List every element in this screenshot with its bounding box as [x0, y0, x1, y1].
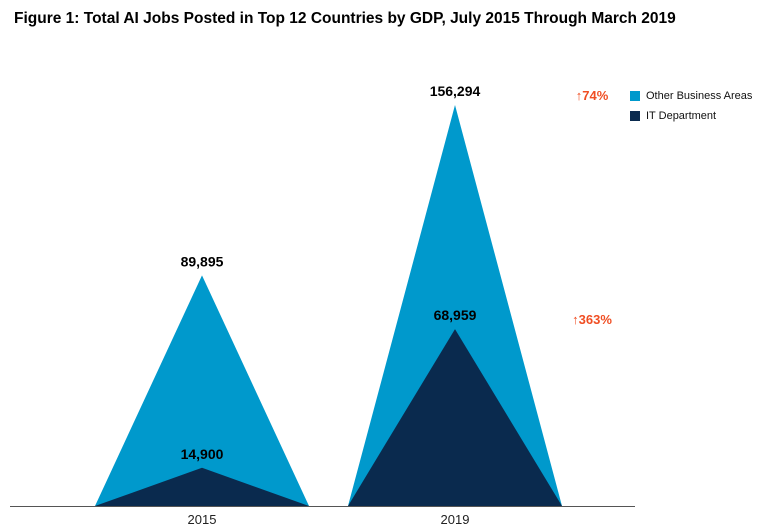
legend-label-other: Other Business Areas [646, 90, 753, 102]
triangle-other-2015 [95, 275, 309, 506]
growth-label-it: ↑363% [572, 312, 612, 327]
legend: Other Business Areas IT Department [630, 86, 752, 126]
triangle-it-2019 [348, 329, 562, 506]
triangle-other-2019 [348, 105, 562, 506]
legend-item-it: IT Department [630, 106, 752, 126]
legend-swatch-other [630, 91, 640, 101]
chart-title: Figure 1: Total AI Jobs Posted in Top 12… [14, 10, 676, 27]
data-label-other-2015: 89,895 [181, 253, 224, 269]
legend-item-other: Other Business Areas [630, 86, 752, 106]
x-tick-label-2015: 2015 [188, 512, 217, 526]
legend-swatch-it [630, 111, 640, 121]
triangle-it-2015 [95, 467, 309, 506]
legend-label-it: IT Department [646, 110, 717, 122]
data-label-other-2019: 156,294 [430, 83, 481, 99]
growth-label-other: ↑74% [576, 88, 609, 103]
data-label-it-2019: 68,959 [434, 307, 477, 323]
data-label-it-2015: 14,900 [181, 446, 224, 462]
x-tick-label-2019: 2019 [441, 512, 470, 526]
